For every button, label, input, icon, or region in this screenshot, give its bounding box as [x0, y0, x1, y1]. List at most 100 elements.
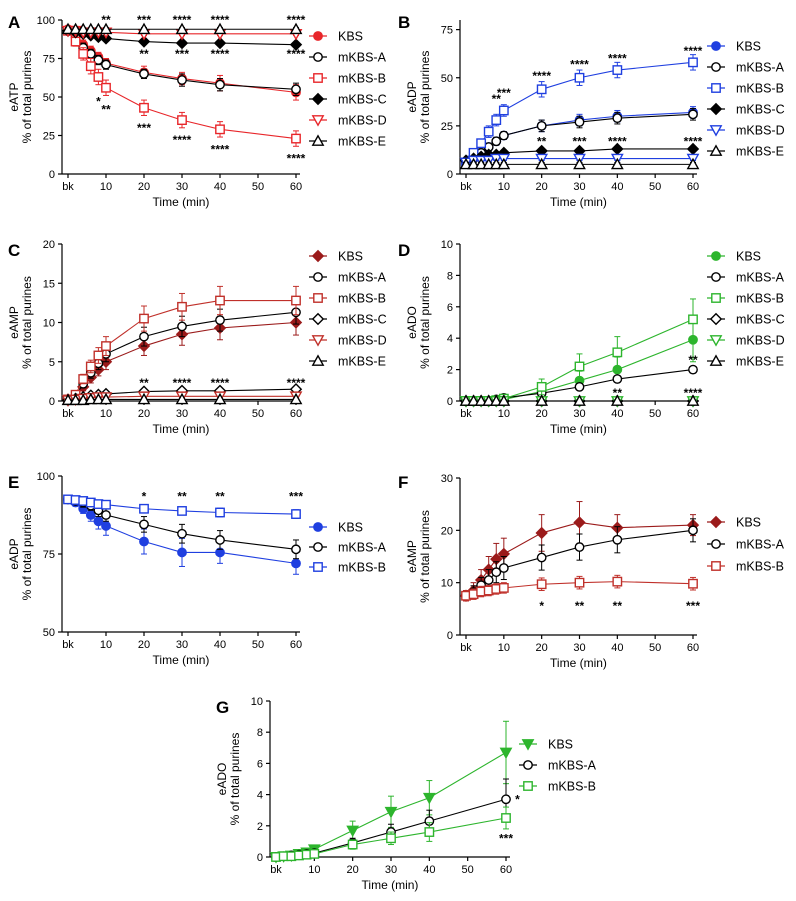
significance-label: ** [575, 599, 585, 613]
legend-item: mKBS-C [309, 93, 387, 107]
data-point [76, 22, 90, 35]
data-point [93, 516, 104, 527]
x-tick-label: 20 [536, 408, 548, 420]
x-tick-label: 30 [573, 181, 585, 193]
legend-item: mKBS-C [707, 103, 785, 117]
significance-label: ** [688, 353, 698, 367]
series-line [67, 30, 297, 140]
y-tick-label: 10 [441, 239, 453, 251]
legend-item: mKBS-B [309, 292, 386, 306]
panel-b: B 0 25 50 75 bk 10 20 30 40 50 60 Time (min) eADP% of… [398, 13, 785, 209]
legend-marker [711, 539, 721, 549]
legend-item: mKBS-E [707, 144, 784, 159]
legend-marker [709, 515, 723, 529]
legend-label: mKBS-D [736, 334, 785, 348]
x-tick-label: 40 [423, 864, 435, 876]
x-axis-title: Time (min) [153, 422, 210, 436]
data-point [215, 124, 225, 135]
legend-label: mKBS-E [736, 145, 784, 159]
y-tick-label: 50 [441, 73, 453, 85]
x-tick-label: 10 [100, 639, 112, 651]
data-point [498, 105, 509, 116]
x-tick-label: 50 [252, 639, 264, 651]
data-point [78, 374, 89, 384]
y-tick-label: 20 [441, 525, 453, 537]
data-point [688, 364, 698, 375]
panel-label: D [398, 241, 410, 260]
panel-e: E 50 75 100 bk 10 20 30 40 50 60 Time (min) eADP% of… [7, 471, 387, 667]
y-tick-label: 5 [49, 357, 55, 369]
legend-item: KBS [309, 521, 363, 535]
data-point [139, 313, 149, 324]
data-point [213, 36, 227, 50]
y-tick-label: 75 [43, 54, 55, 66]
y-tick-label: 25 [43, 131, 55, 143]
x-tick-label: 20 [536, 181, 548, 193]
significance-label: *** [572, 134, 586, 148]
legend-marker [313, 73, 323, 83]
data-point [612, 65, 623, 75]
y-tick-label: 6 [257, 758, 263, 770]
x-tick-label: 40 [214, 181, 226, 193]
legend-marker [711, 83, 721, 93]
legend-label: mKBS-C [338, 93, 387, 107]
x-tick-label: 60 [687, 408, 699, 420]
data-point [93, 350, 104, 361]
legend-marker [313, 562, 323, 572]
data-point [291, 133, 301, 144]
y-tick-label: 4 [257, 790, 263, 802]
data-point [137, 35, 151, 48]
x-tick-label: 50 [649, 408, 661, 420]
significance-label: *** [499, 831, 513, 845]
significance-label: *** [289, 489, 303, 503]
data-point [424, 827, 435, 837]
legend-item: mKBS-B [519, 780, 596, 794]
x-tick-label: 50 [252, 181, 264, 193]
data-point [213, 22, 227, 35]
legend-marker [709, 144, 723, 156]
data-point [289, 392, 303, 405]
data-point [99, 392, 113, 405]
data-point [491, 567, 502, 578]
legend-label: KBS [338, 30, 363, 44]
legend-label: mKBS-E [736, 355, 784, 369]
legend-label: mKBS-A [338, 51, 387, 65]
data-point [498, 130, 509, 141]
legend-item: mKBS-D [707, 334, 785, 348]
data-point [137, 392, 151, 405]
y-tick-label: 0 [257, 852, 263, 864]
legend-label: mKBS-D [338, 114, 387, 128]
data-point [686, 394, 700, 406]
y-tick-label: 100 [37, 15, 55, 27]
legend-marker [311, 134, 325, 146]
legend-label: mKBS-A [736, 61, 785, 75]
legend-item: mKBS-D [309, 334, 387, 348]
x-tick-label: 40 [214, 408, 226, 420]
y-axis-subtitle: % of total purines [228, 733, 242, 826]
legend-item: mKBS-A [309, 541, 387, 555]
significance-label: ** [139, 47, 149, 61]
x-tick-label: 50 [252, 408, 264, 420]
significance-label: **** [608, 134, 627, 148]
significance-label: **** [684, 386, 703, 400]
x-tick-label: bk [460, 181, 472, 193]
data-point [483, 575, 494, 585]
data-point [491, 115, 502, 126]
significance-label: ** [613, 386, 623, 400]
legend-marker [523, 781, 533, 791]
significance-label: *** [175, 47, 189, 61]
data-point [467, 394, 480, 406]
legend-marker [711, 62, 721, 72]
y-tick-label: 0 [447, 169, 453, 181]
x-tick-label: 40 [611, 181, 623, 193]
significance-label: *** [137, 13, 151, 27]
data-point [497, 157, 511, 170]
legend-item: mKBS-A [707, 538, 785, 552]
x-tick-label: bk [62, 639, 74, 651]
x-tick-label: 10 [498, 408, 510, 420]
data-point [489, 157, 503, 170]
data-point [612, 374, 623, 384]
data-point [535, 157, 549, 170]
data-point [93, 72, 104, 82]
x-axis-title: Time (min) [550, 656, 607, 670]
